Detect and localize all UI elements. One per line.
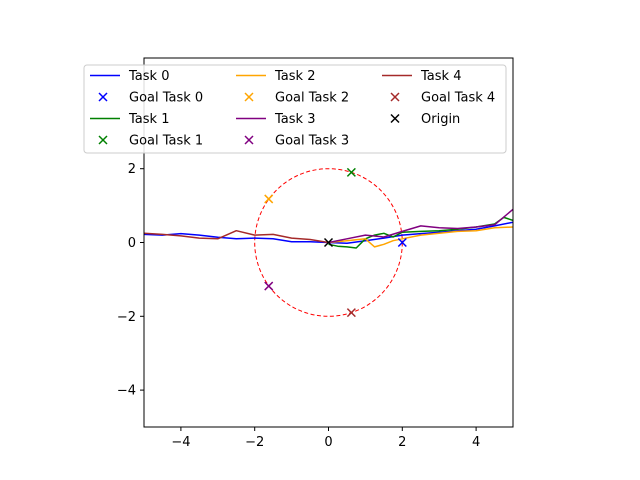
legend-marker-swatch bbox=[98, 92, 108, 102]
x-tick-label: −2 bbox=[245, 435, 264, 450]
legend-label: Goal Task 3 bbox=[275, 134, 349, 149]
legend-label: Origin bbox=[421, 112, 460, 127]
legend-label: Task 3 bbox=[274, 112, 315, 127]
legend-label: Goal Task 2 bbox=[275, 91, 349, 106]
series-line-task-4 bbox=[144, 229, 329, 244]
legend-marker-swatch bbox=[390, 113, 400, 124]
y-tick-label: 2 bbox=[128, 162, 136, 177]
x-tick-label: −4 bbox=[171, 435, 190, 450]
legend-label: Task 0 bbox=[128, 69, 169, 84]
legend-box bbox=[83, 64, 507, 154]
legend-marker-swatch bbox=[98, 135, 108, 145]
legend: Task 0 Goal Task 0 Task 1 Goal Task 1 Task 2… bbox=[83, 64, 507, 154]
marker-goal-task-4 bbox=[346, 308, 356, 318]
legend-marker-swatch bbox=[390, 92, 400, 102]
series-line-task-1 bbox=[328, 216, 513, 249]
legend-item-task-4: Task 4 bbox=[382, 69, 461, 84]
legend-item-task-0: Task 0 bbox=[90, 69, 169, 84]
legend-label: Goal Task 1 bbox=[129, 134, 203, 149]
legend-label: Goal Task 4 bbox=[421, 91, 495, 106]
series-line-task-3 bbox=[328, 208, 513, 244]
x-tick-label: 2 bbox=[398, 435, 406, 450]
legend-item-goal-task-4: Goal Task 4 bbox=[390, 91, 495, 106]
legend-marker-swatch bbox=[244, 92, 254, 102]
legend-item-task-1: Task 1 bbox=[90, 112, 169, 127]
x-tick-label: 0 bbox=[324, 435, 332, 450]
legend-item-origin: Origin bbox=[390, 112, 460, 127]
legend-item-task-3: Task 3 bbox=[236, 112, 315, 127]
series-line-task-0 bbox=[144, 221, 513, 244]
series-line-task-2 bbox=[328, 226, 513, 248]
marker-origin bbox=[323, 237, 334, 248]
legend-label: Goal Task 0 bbox=[129, 91, 203, 106]
legend-label: Task 2 bbox=[274, 69, 315, 84]
legend-label: Task 4 bbox=[420, 69, 461, 84]
legend-label: Task 1 bbox=[128, 112, 169, 127]
legend-marker-swatch bbox=[244, 135, 254, 145]
legend-item-goal-task-2: Goal Task 2 bbox=[244, 91, 349, 106]
y-tick-label: −2 bbox=[117, 310, 136, 325]
marker-goal-task-2 bbox=[264, 194, 274, 204]
y-tick-label: −4 bbox=[117, 384, 136, 399]
legend-item-goal-task-3: Goal Task 3 bbox=[244, 134, 349, 149]
legend-item-task-2: Task 2 bbox=[236, 69, 315, 84]
marker-goal-task-3 bbox=[264, 281, 274, 291]
x-tick-label: 4 bbox=[472, 435, 480, 450]
legend-item-goal-task-0: Goal Task 0 bbox=[98, 91, 203, 106]
legend-item-goal-task-1: Goal Task 1 bbox=[98, 134, 203, 149]
marker-goal-task-0 bbox=[397, 237, 407, 248]
y-tick-label: 0 bbox=[128, 236, 136, 251]
marker-goal-task-1 bbox=[346, 167, 356, 177]
